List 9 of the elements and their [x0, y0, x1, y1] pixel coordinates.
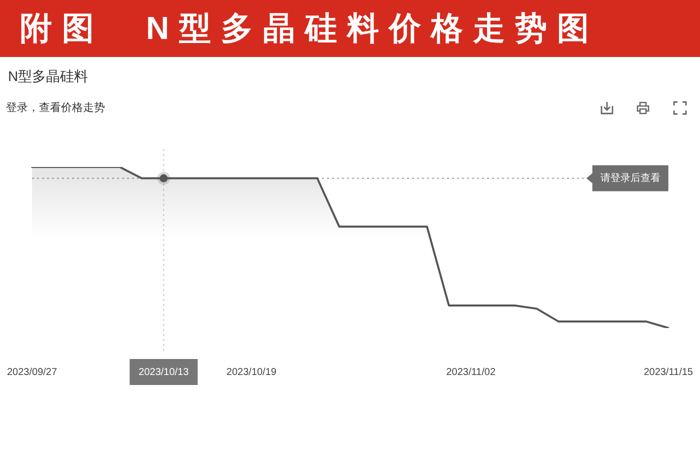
chart-subtitle: N型多晶硅料 — [8, 67, 88, 85]
chart-title: 附图 N型多晶硅料价格走势图 — [0, 0, 700, 57]
text: 登录，查看价格走势 — [6, 101, 105, 115]
x-tick-label: 2023/11/15 — [644, 366, 694, 378]
ref-line-label: 请登录后查看 — [600, 172, 660, 184]
x-tick-label: 2023/11/02 — [446, 366, 496, 378]
x-tick-label: 2023/10/19 — [226, 366, 277, 378]
x-tick-label: 2023/09/27 — [6, 366, 58, 378]
x-tick-label: 2023/10/13 — [138, 366, 190, 378]
